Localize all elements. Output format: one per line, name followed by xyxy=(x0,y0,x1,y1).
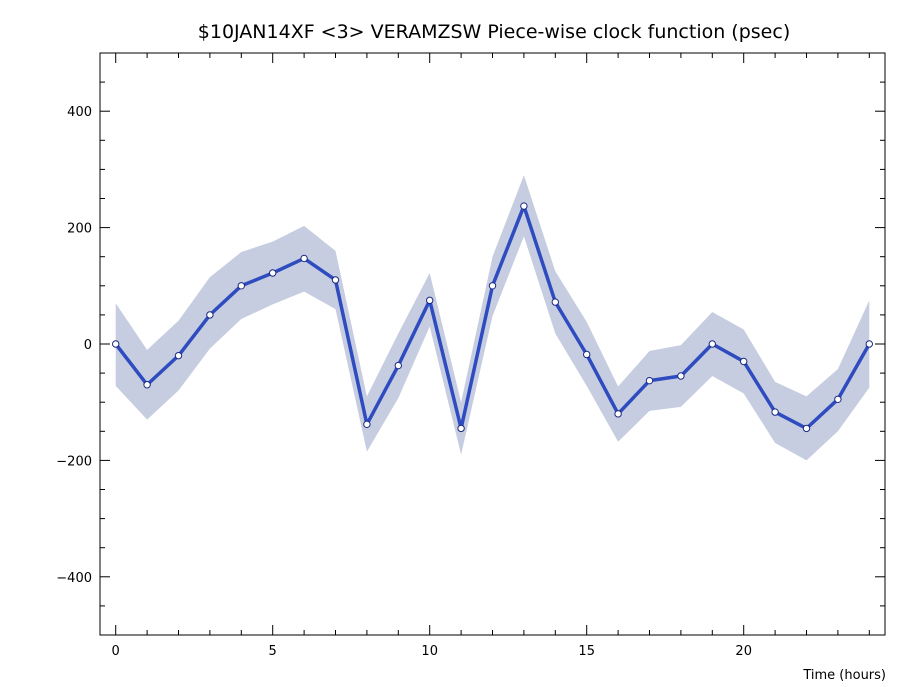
x-tick-label: 10 xyxy=(421,644,438,659)
data-point xyxy=(143,381,151,389)
x-axis-label: Time (hours) xyxy=(802,668,886,683)
data-point xyxy=(708,340,716,348)
x-tick-label: 5 xyxy=(269,644,277,659)
data-point xyxy=(269,269,277,277)
x-tick-label: 0 xyxy=(112,644,120,659)
data-point xyxy=(614,410,622,418)
data-point xyxy=(771,408,779,416)
data-point xyxy=(645,376,654,385)
data-point xyxy=(426,296,434,305)
data-point xyxy=(834,395,842,403)
data-point xyxy=(300,254,308,263)
uncertainty-band xyxy=(115,175,870,461)
data-point xyxy=(363,420,371,429)
y-tick-label: −200 xyxy=(56,454,92,469)
data-point xyxy=(112,340,120,348)
chart-title: $10JAN14XF <3> VERAMZSW Piece-wise clock… xyxy=(198,21,790,43)
data-point xyxy=(677,372,685,380)
data-point xyxy=(206,311,214,319)
x-tick-label: 20 xyxy=(735,644,752,659)
y-tick-label: 200 xyxy=(67,222,92,237)
data-point xyxy=(488,282,497,290)
y-tick-label: −400 xyxy=(56,571,92,586)
y-tick-label: 400 xyxy=(67,105,92,120)
data-point xyxy=(551,298,559,306)
data-point xyxy=(583,350,591,359)
plot-frame xyxy=(99,52,886,636)
y-tick-label: 0 xyxy=(84,338,92,353)
data-point xyxy=(457,424,465,433)
x-tick-label: 15 xyxy=(578,644,595,659)
data-point xyxy=(740,357,748,366)
data-point xyxy=(174,351,183,360)
data-point xyxy=(802,424,811,433)
data-point xyxy=(394,361,402,370)
data-point xyxy=(865,340,873,348)
data-point xyxy=(520,202,528,210)
data-point xyxy=(237,282,246,290)
data-point xyxy=(331,276,340,284)
